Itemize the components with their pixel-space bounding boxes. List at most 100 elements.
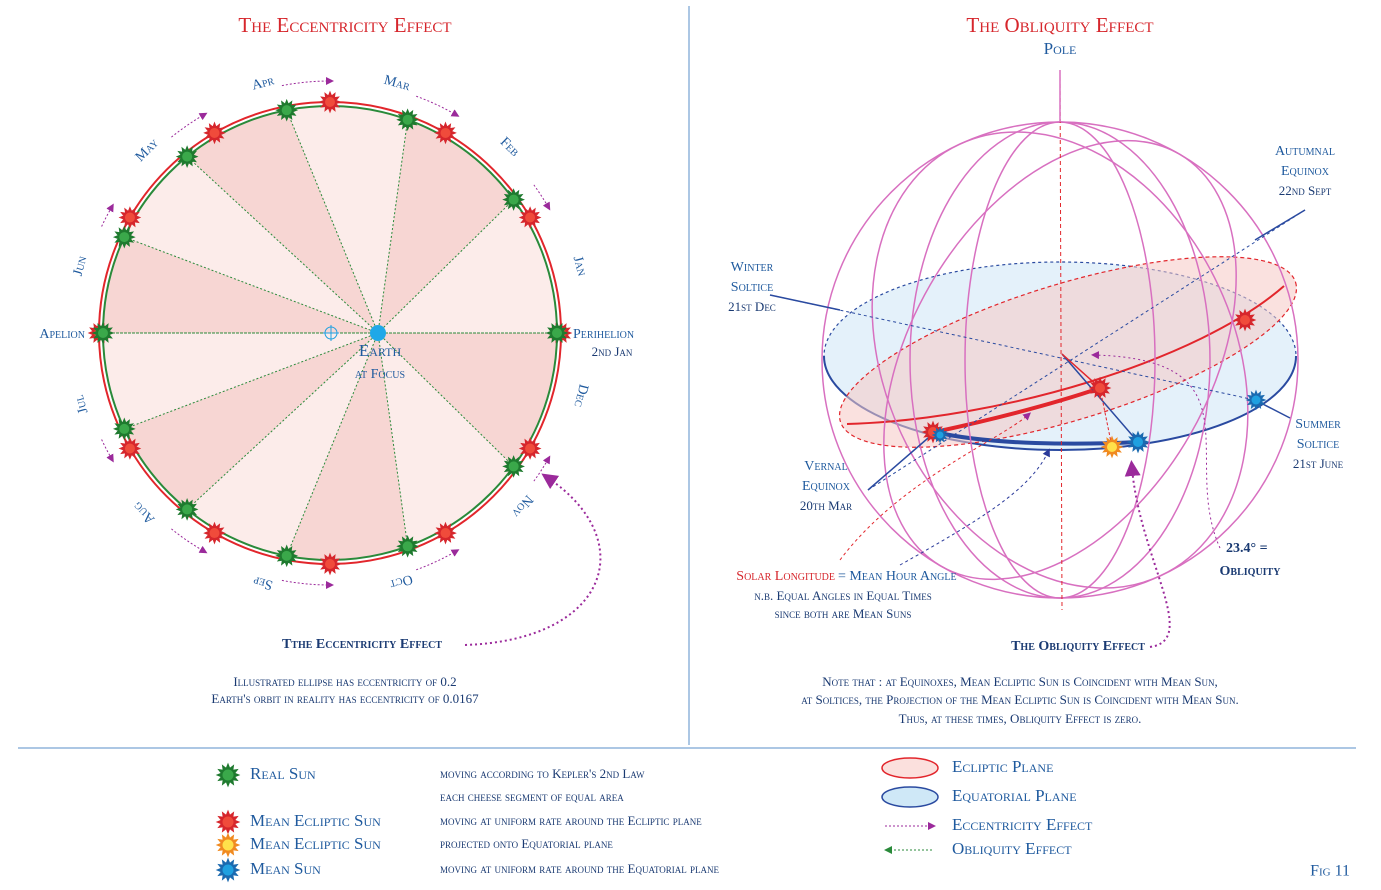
- label: Real Sun: [250, 764, 316, 783]
- label: Obliquity Effect: [952, 839, 1072, 858]
- label: Ecliptic Plane: [952, 757, 1053, 776]
- sun-core: [1251, 395, 1261, 405]
- equatorial-swatch: [881, 786, 939, 808]
- ecliptic-plane: [838, 256, 1298, 448]
- earth: [370, 325, 386, 341]
- radius-line: [124, 332, 379, 430]
- label: at Soltices, the Projection of the Mean …: [801, 692, 1239, 707]
- label: Jun: [71, 255, 91, 278]
- cheese-segment: [187, 110, 378, 334]
- obliquity-pointer: [1091, 351, 1221, 549]
- label: Soltice: [731, 280, 773, 295]
- label: moving according to Kepler's 2nd Law: [440, 766, 645, 781]
- label: 23.4° =: [1226, 541, 1268, 556]
- label: Note that : at Equinoxes, Mean Ecliptic …: [822, 674, 1218, 689]
- sun-core: [552, 328, 562, 338]
- label: The Eccentricity Effect: [238, 13, 451, 37]
- equinox-line: [867, 209, 1306, 491]
- label: Eccentricity Effect: [952, 815, 1093, 834]
- sun-core: [1107, 442, 1117, 452]
- sun-core: [325, 97, 335, 107]
- sun-core: [124, 443, 135, 454]
- label: Nov: [508, 492, 536, 521]
- sun-core: [1133, 437, 1143, 447]
- label: Oct: [388, 571, 414, 592]
- label: Dec: [570, 383, 590, 409]
- eccentricity-arrow: [101, 203, 114, 227]
- label: Equinox: [802, 479, 851, 494]
- sun-core: [402, 114, 413, 125]
- label: Equinox: [1281, 164, 1330, 179]
- sun-core: [281, 550, 292, 561]
- sun-core: [281, 105, 292, 116]
- arc-highlight: [934, 386, 1101, 434]
- eccentricity-arrow: [281, 77, 334, 87]
- eccentricity-arrow: [281, 579, 334, 589]
- sun-core: [525, 443, 536, 454]
- label: Feb: [497, 135, 522, 160]
- sun-core: [182, 504, 193, 515]
- sun-core: [508, 194, 519, 205]
- eccentricity-arrow: [416, 95, 460, 117]
- label: Solar Longitude: [736, 569, 835, 584]
- label: Mar: [382, 73, 412, 94]
- meridian: [871, 131, 1249, 589]
- label: since both are Mean Suns: [775, 606, 912, 621]
- label: Vernal: [804, 459, 847, 474]
- label: Earth's orbit in reality has eccentricit…: [211, 691, 479, 706]
- pointer: [1254, 209, 1306, 241]
- cheese-segment: [124, 333, 379, 510]
- pointer: [867, 431, 936, 491]
- sun-core: [119, 423, 130, 434]
- label: Winter: [731, 260, 774, 275]
- meridian: [883, 139, 1237, 581]
- sun-core: [325, 559, 335, 569]
- label: Aug: [130, 498, 158, 526]
- label: Equatorial Plane: [952, 786, 1077, 805]
- label: The Obliquity Effect: [1011, 639, 1145, 654]
- sun-core: [402, 541, 413, 552]
- label: projected onto Equatorial plane: [440, 836, 613, 851]
- label: n.b. Equal Angles in Equal Times: [754, 588, 932, 603]
- solstice-line: [769, 294, 1256, 401]
- cheese-segment: [378, 119, 514, 333]
- sun-core: [124, 212, 135, 223]
- label: Mean Sun: [250, 859, 321, 878]
- sun-core: [936, 431, 944, 439]
- hour-angle-arc: [839, 412, 1031, 561]
- obliquity-effect-pointer: [1124, 460, 1171, 648]
- radius-line: [124, 236, 379, 334]
- label: = Mean Hour Angle: [838, 569, 957, 584]
- sun-core: [182, 151, 193, 162]
- ecliptic-swatch: [881, 757, 939, 779]
- cheese-segment: [286, 333, 408, 560]
- projection: [1099, 387, 1113, 448]
- sun-core: [209, 528, 220, 539]
- cheese-segment: [103, 237, 378, 333]
- label: at Focus: [355, 367, 405, 382]
- eccentricity-arrow: [533, 184, 551, 211]
- label: moving at uniform rate around the Eclipt…: [440, 813, 702, 828]
- label: Mean Ecliptic Sun: [250, 811, 381, 830]
- eccentricity-pointer: [464, 473, 602, 646]
- eccentricity-arrow: [533, 455, 551, 482]
- label: moving at uniform rate around the Equato…: [440, 861, 720, 876]
- label: Soltice: [1297, 437, 1339, 452]
- label: 2nd Jan: [592, 344, 633, 359]
- label: Autumnal: [1275, 144, 1335, 159]
- sun-core: [1240, 315, 1250, 325]
- hour-angle-arc: [899, 448, 1050, 566]
- sun-core: [440, 127, 451, 138]
- ecliptic-radius: [1061, 353, 1101, 389]
- sun-core: [222, 816, 234, 828]
- label: Mean Ecliptic Sun: [250, 834, 381, 853]
- label: May: [133, 136, 162, 165]
- label: Thus, at these times, Obliquity Effect i…: [899, 711, 1142, 726]
- label: 21st June: [1293, 456, 1344, 471]
- sun-core: [98, 328, 108, 338]
- cheese-segment: [378, 333, 557, 467]
- sun-core: [222, 769, 234, 781]
- label: Earth: [359, 341, 402, 360]
- label: Jan: [570, 255, 590, 278]
- label: Fig 11: [1310, 863, 1350, 880]
